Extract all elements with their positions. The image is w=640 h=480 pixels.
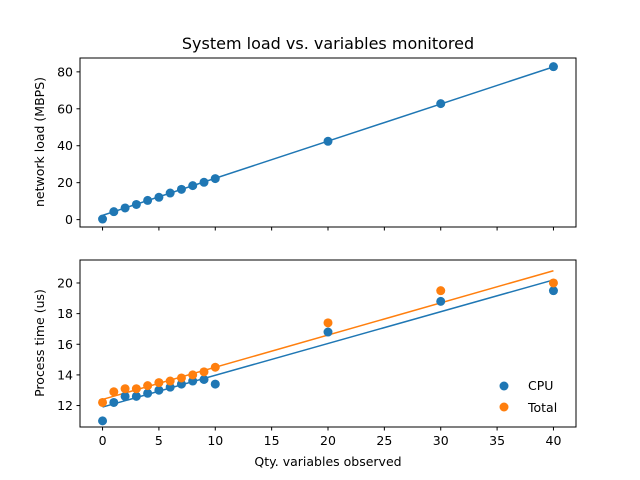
total-data-point	[120, 384, 130, 394]
process-time-ytick-label: 20	[57, 275, 73, 290]
total-data-point	[165, 376, 175, 386]
network-load-data-point	[154, 192, 164, 202]
legend-label-total: Total	[527, 400, 557, 415]
legend-marker-total	[499, 402, 509, 412]
network-load-data-point	[210, 174, 220, 184]
total-data-point	[199, 367, 209, 377]
total-data-point	[188, 370, 198, 380]
network-load-data-point	[436, 99, 446, 109]
network-load-ytick-label: 60	[57, 101, 73, 116]
network-load-ytick-label: 0	[65, 212, 73, 227]
process-time-xtick-label: 15	[264, 433, 280, 448]
network-load-data-point	[199, 177, 209, 187]
network-load-data-point	[143, 195, 153, 205]
chart-title: System load vs. variables monitored	[182, 34, 474, 53]
cpu-data-point	[143, 388, 153, 398]
total-data-point	[548, 278, 558, 288]
total-data-point	[131, 384, 141, 394]
total-data-point	[109, 387, 119, 397]
process-time-xtick-label: 0	[99, 433, 107, 448]
network-load-data-point	[188, 181, 198, 191]
cpu-data-point	[436, 296, 446, 306]
legend: CPU Total	[499, 378, 557, 415]
network-load-data-point	[548, 62, 558, 72]
process-time-xtick-label: 30	[433, 433, 449, 448]
legend-marker-cpu	[499, 381, 509, 391]
network-load-data-point	[131, 199, 141, 209]
process-time-xtick-label: 20	[320, 433, 336, 448]
total-data-point	[176, 373, 186, 383]
process-time-xtick-label: 25	[376, 433, 392, 448]
cpu-data-point	[120, 391, 130, 401]
process-time-ytick-label: 16	[57, 337, 73, 352]
process-time-xtick-label: 35	[489, 433, 505, 448]
total-data-point	[323, 318, 333, 328]
total-data-point	[436, 286, 446, 296]
process-time-ytick-label: 18	[57, 306, 73, 321]
network-load-data-point	[165, 188, 175, 198]
legend-label-cpu: CPU	[528, 378, 553, 393]
process-time-xtick-label: 5	[155, 433, 163, 448]
cpu-data-point	[210, 379, 220, 389]
network-load-ytick-label: 80	[57, 64, 73, 79]
network-load-data-point	[323, 136, 333, 146]
cpu-data-point	[98, 416, 108, 426]
cpu-data-point	[199, 375, 209, 384]
x-axis-label: Qty. variables observed	[254, 454, 401, 469]
total-data-point	[210, 362, 220, 372]
cpu-data-point	[154, 385, 164, 395]
network-load-data-point	[120, 203, 130, 213]
network-load-ytick-label: 20	[57, 175, 73, 190]
cpu-data-point	[109, 397, 119, 407]
network-load-data-point	[109, 207, 119, 217]
network-load-ytick-label: 40	[57, 138, 73, 153]
network-load-ylabel: network load (MBPS)	[32, 77, 47, 207]
total-data-point	[98, 397, 108, 407]
cpu-data-point	[323, 327, 333, 337]
network-load-data-point	[176, 184, 186, 194]
process-time-ylabel: Process time (us)	[32, 289, 47, 397]
process-time-xtick-label: 10	[207, 433, 223, 448]
network-load-data-point	[98, 214, 108, 224]
process-time-ytick-label: 14	[57, 367, 73, 382]
process-time-ytick-label: 12	[57, 398, 73, 413]
process-time-xtick-label: 40	[546, 433, 562, 448]
total-data-point	[143, 381, 153, 391]
cpu-data-point	[548, 286, 558, 296]
cpu-data-point	[131, 391, 141, 401]
total-data-point	[154, 378, 164, 388]
process-time-panel: Qty. variables observed Process time (us…	[32, 259, 577, 469]
network-load-panel: System load vs. variables monitored netw…	[32, 34, 577, 231]
